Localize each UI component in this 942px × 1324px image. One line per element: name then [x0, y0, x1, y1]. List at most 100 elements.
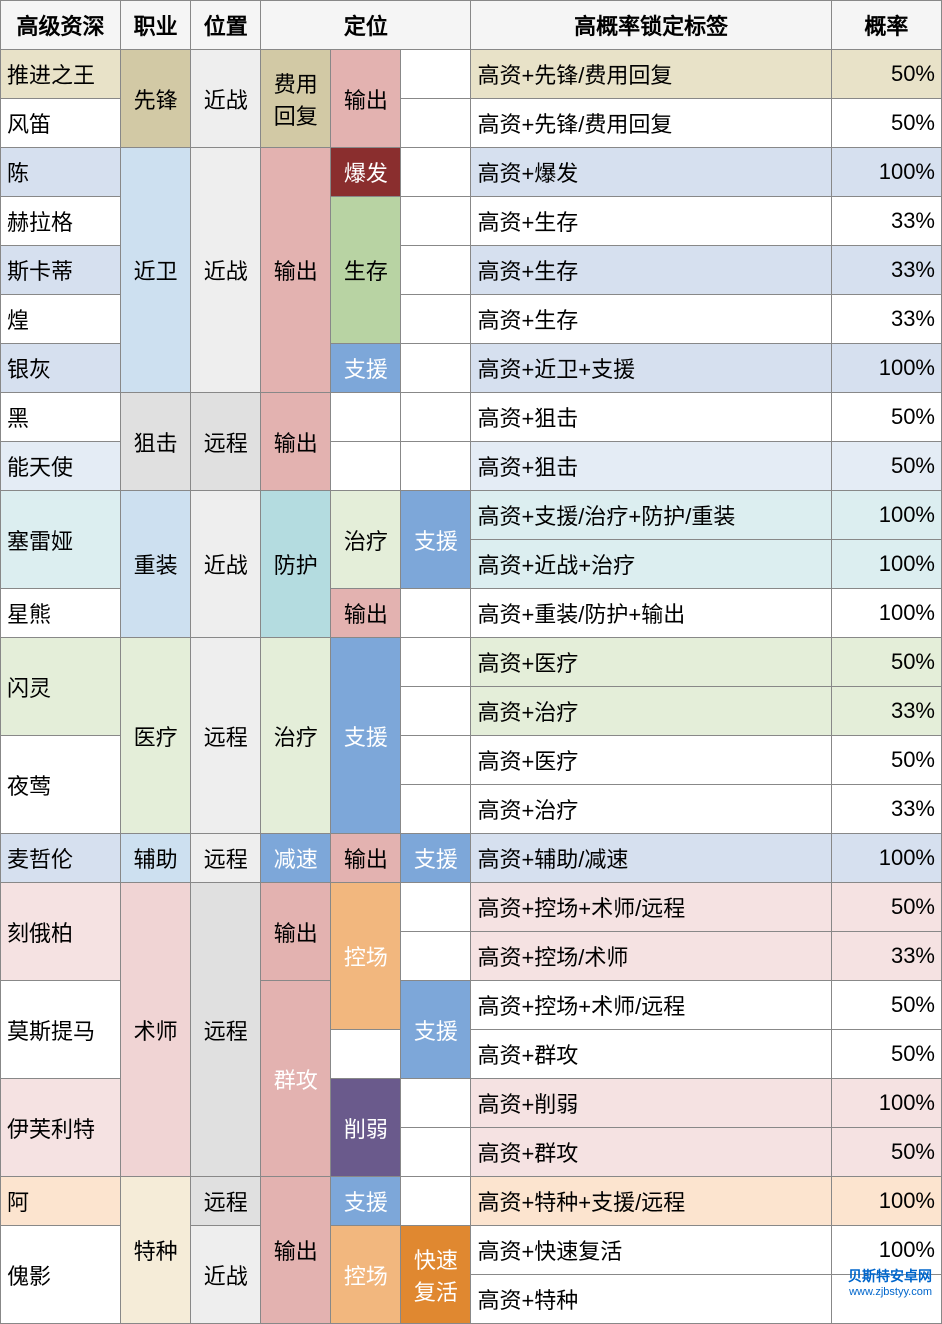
table-cell: 33% — [831, 932, 941, 981]
watermark-title: 贝斯特安卓网 — [848, 1266, 932, 1286]
header-cell: 定位 — [261, 1, 471, 50]
table-cell — [331, 1030, 401, 1079]
table-cell: 黑 — [1, 393, 121, 442]
table-cell: 高资+近战+治疗 — [471, 540, 831, 589]
table-cell: 近战 — [191, 491, 261, 638]
table-cell: 支援 — [401, 491, 471, 589]
table-cell: 33% — [831, 295, 941, 344]
table-cell: 支援 — [331, 344, 401, 393]
table-header-row: 高级资深职业位置定位高概率锁定标签概率 — [1, 1, 942, 50]
table-cell: 远程 — [191, 1177, 261, 1226]
table-cell — [401, 687, 471, 736]
table-cell: 输出 — [261, 1177, 331, 1324]
table-cell — [401, 1177, 471, 1226]
table-cell: 重装 — [121, 491, 191, 638]
table-cell: 术师 — [121, 883, 191, 1177]
table-cell: 莫斯提马 — [1, 981, 121, 1079]
table-cell: 斯卡蒂 — [1, 246, 121, 295]
table-cell: 高资+近卫+支援 — [471, 344, 831, 393]
table-cell: 高资+控场+术师/远程 — [471, 883, 831, 932]
table-cell: 高资+狙击 — [471, 442, 831, 491]
table-cell: 高资+生存 — [471, 295, 831, 344]
table-cell: 远程 — [191, 393, 261, 491]
table-cell: 50% — [831, 883, 941, 932]
table-cell — [401, 344, 471, 393]
table-cell: 防护 — [261, 491, 331, 638]
table-cell: 支援 — [331, 638, 401, 834]
table-cell: 陈 — [1, 148, 121, 197]
table-cell: 塞雷娅 — [1, 491, 121, 589]
table-cell — [401, 1079, 471, 1128]
table-cell: 远程 — [191, 834, 261, 883]
table-cell: 100% — [831, 344, 941, 393]
table-cell — [401, 638, 471, 687]
table-cell: 治疗 — [331, 491, 401, 589]
table-cell: 傀影 — [1, 1226, 121, 1324]
table-cell: 高资+快速复活 — [471, 1226, 831, 1275]
table-cell: 费用回复 — [261, 50, 331, 148]
table-cell: 33% — [831, 246, 941, 295]
table-row: 闪灵医疗远程治疗支援高资+医疗50% — [1, 638, 942, 687]
table-cell — [401, 148, 471, 197]
table-cell: 麦哲伦 — [1, 834, 121, 883]
table-cell: 33% — [831, 785, 941, 834]
table-cell: 先锋 — [121, 50, 191, 148]
table-row: 推进之王先锋近战费用回复输出高资+先锋/费用回复50% — [1, 50, 942, 99]
table-cell — [331, 442, 401, 491]
recruitment-table: 高级资深职业位置定位高概率锁定标签概率 推进之王先锋近战费用回复输出高资+先锋/… — [0, 0, 942, 1324]
table-cell: 煌 — [1, 295, 121, 344]
table-cell: 支援 — [331, 1177, 401, 1226]
table-cell: 治疗 — [261, 638, 331, 834]
table-cell: 高资+控场/术师 — [471, 932, 831, 981]
table-cell: 辅助 — [121, 834, 191, 883]
table-cell: 高资+重装/防护+输出 — [471, 589, 831, 638]
table-cell: 近战 — [191, 148, 261, 393]
table-cell: 100% — [831, 834, 941, 883]
table-cell: 100% — [831, 491, 941, 540]
table-cell — [331, 393, 401, 442]
table-cell: 高资+特种+支援/远程 — [471, 1177, 831, 1226]
table-cell — [401, 246, 471, 295]
table-cell: 伊芙利特 — [1, 1079, 121, 1177]
table-cell — [401, 393, 471, 442]
table-cell — [401, 442, 471, 491]
table-row: 麦哲伦辅助远程减速输出支援高资+辅助/减速100% — [1, 834, 942, 883]
table-row: 刻俄柏术师远程输出控场高资+控场+术师/远程50% — [1, 883, 942, 932]
table-cell: 推进之王 — [1, 50, 121, 99]
header-cell: 高概率锁定标签 — [471, 1, 831, 50]
table-cell: 高资+辅助/减速 — [471, 834, 831, 883]
table-cell: 夜莺 — [1, 736, 121, 834]
table-cell: 生存 — [331, 197, 401, 344]
table-cell: 高资+先锋/费用回复 — [471, 50, 831, 99]
table-cell: 风笛 — [1, 99, 121, 148]
table-cell: 赫拉格 — [1, 197, 121, 246]
table-cell: 输出 — [261, 393, 331, 491]
table-cell: 输出 — [331, 50, 401, 148]
table-cell: 50% — [831, 442, 941, 491]
table-cell: 能天使 — [1, 442, 121, 491]
table-cell: 削弱 — [331, 1079, 401, 1177]
table-cell: 100% — [831, 1177, 941, 1226]
table-cell: 50% — [831, 981, 941, 1030]
table-cell: 50% — [831, 50, 941, 99]
table-cell: 支援 — [401, 981, 471, 1079]
table-cell: 输出 — [331, 589, 401, 638]
table-row: 陈近卫近战输出爆发高资+爆发100% — [1, 148, 942, 197]
table-cell — [401, 736, 471, 785]
header-cell: 职业 — [121, 1, 191, 50]
table-cell: 50% — [831, 638, 941, 687]
table-cell — [401, 785, 471, 834]
table-cell: 高资+医疗 — [471, 638, 831, 687]
table-cell: 高资+群攻 — [471, 1030, 831, 1079]
table-cell: 群攻 — [261, 981, 331, 1177]
table-cell: 100% — [831, 589, 941, 638]
table-cell: 近战 — [191, 1226, 261, 1324]
table-cell: 高资+生存 — [471, 197, 831, 246]
table-cell — [401, 883, 471, 932]
table-cell: 刻俄柏 — [1, 883, 121, 981]
table-cell: 高资+爆发 — [471, 148, 831, 197]
header-cell: 高级资深 — [1, 1, 121, 50]
table-cell — [401, 50, 471, 99]
table-cell: 50% — [831, 99, 941, 148]
table-cell: 特种 — [121, 1177, 191, 1324]
